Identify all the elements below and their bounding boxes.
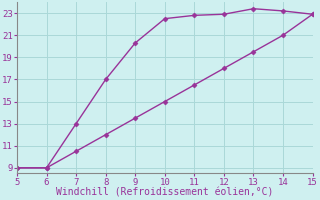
X-axis label: Windchill (Refroidissement éolien,°C): Windchill (Refroidissement éolien,°C) [56,188,274,198]
